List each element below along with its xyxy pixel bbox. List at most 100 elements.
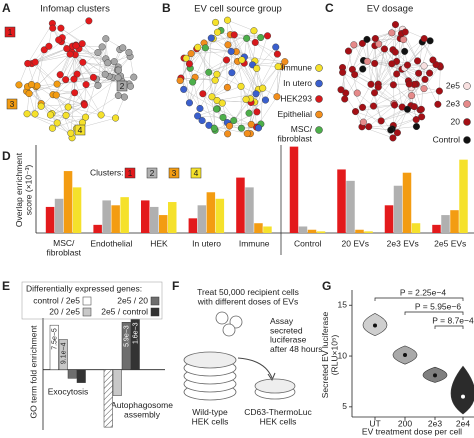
network-edge [367,49,393,62]
network-edge [68,106,102,116]
network-node [418,113,426,121]
median-point [461,394,465,399]
network-node [185,60,193,68]
legend-label: MSC/fibroblast [278,124,313,143]
dishes-illustration [183,311,296,401]
panel-title: EV dosage [367,4,413,15]
bar [254,223,263,233]
network-node [353,89,361,97]
network-node [414,57,422,65]
network-node [434,100,442,108]
network-edge [413,84,422,110]
x-tick-label: Endothelial [90,238,132,248]
network-node [23,110,31,118]
network-edge [190,68,216,81]
network-edge [41,103,71,134]
network-node [374,83,382,91]
network [176,16,289,138]
legend-label: 2e5 / control [101,306,148,316]
bar [58,339,68,370]
network-node [130,73,138,81]
network-node [57,24,65,32]
network-node [66,50,74,58]
network-node [264,32,272,40]
network-node [429,56,437,64]
network-node [114,92,122,100]
network-node [247,120,255,128]
network-edge [411,90,440,96]
network-node [94,81,102,89]
network-node [237,124,245,132]
bar [355,229,364,233]
y-tick-label: 10 [338,350,348,360]
network-node [176,77,184,85]
network-node [272,43,280,51]
x-tick-label: 2e4 [456,418,470,428]
network-node [98,43,106,51]
network-edge [265,66,282,101]
network-node [259,84,267,92]
significance-bracket [434,325,464,329]
network-edge [67,62,84,108]
network-node [210,124,218,132]
network-edge [211,72,233,97]
legend-swatch [146,167,158,179]
treat-text: Treat 50,000 recipient cells with differe… [197,287,299,306]
network-node [403,61,411,69]
network-edge [260,88,263,125]
bar [263,226,272,233]
network-node [359,103,367,111]
network-node [198,117,206,125]
network-node [53,119,61,127]
network-node [185,99,193,107]
network-edge [362,107,394,139]
significance-label: P = 8.7e−4 [432,315,474,325]
network-node [207,34,215,42]
network-edge [100,77,114,116]
network-node [72,42,80,50]
network-edge [27,86,42,104]
network-node [371,59,379,67]
network-node [227,47,235,55]
bar [337,169,346,233]
network-edge [115,96,125,119]
network-edge [368,104,395,127]
network-node [125,48,133,56]
x-tick-label: In utero [192,238,221,248]
network-edge [374,92,382,121]
network-edge [237,61,259,90]
network-node [64,103,72,111]
network-node [31,58,39,66]
network-edge [401,87,412,108]
network-edge [211,59,227,97]
network-node [350,41,358,49]
network-edge [374,92,395,104]
network-edge [217,32,261,38]
network-edge [60,27,99,53]
network-node [375,40,383,48]
network-node [189,78,197,86]
significance-bracket [374,297,464,301]
network-node [273,50,281,58]
bar [289,146,299,233]
bar [298,226,308,233]
network-edge [29,93,67,116]
cluster-label-box [74,124,86,136]
network-node [213,105,221,113]
network-node [224,41,232,49]
legend-label: Epithelial [278,109,313,119]
network-node [205,121,213,129]
network-edge [56,78,75,96]
x-tick-label: 20 EVs [342,238,369,248]
network-node [421,75,429,83]
network-edge [183,89,217,110]
panel-title: EV cell source group [194,4,282,15]
network-node [45,42,53,50]
network-node [205,68,213,76]
network-node [94,49,102,57]
network-node [351,71,359,79]
network-node [211,76,219,84]
network-edge [208,72,213,97]
network-node [230,117,238,125]
legend-swatch [463,136,471,144]
